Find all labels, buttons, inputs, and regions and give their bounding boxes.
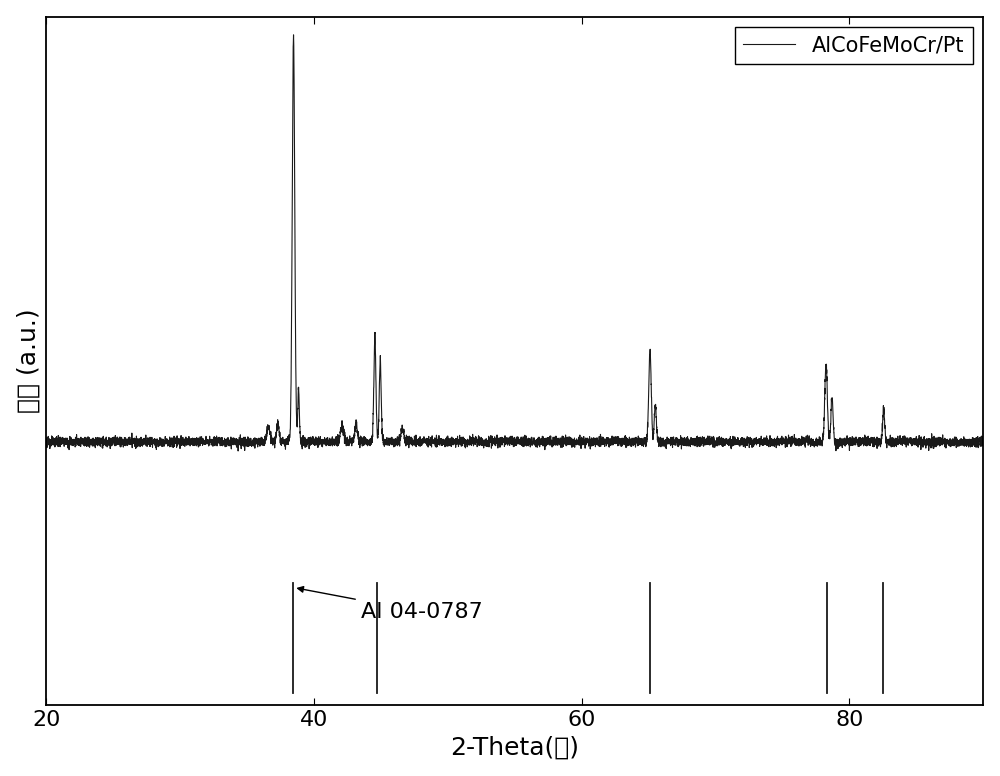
Legend: AlCoFeMoCr/Pt: AlCoFeMoCr/Pt bbox=[735, 27, 973, 64]
AlCoFeMoCr/Pt bbox=[232, 446, 244, 456]
AlCoFeMoCr/Pt bbox=[40, 440, 52, 449]
AlCoFeMoCr/Pt bbox=[595, 438, 607, 447]
X-axis label: 2-Theta(度): 2-Theta(度) bbox=[450, 736, 579, 760]
Line: AlCoFeMoCr/Pt: AlCoFeMoCr/Pt bbox=[46, 35, 983, 451]
Y-axis label: 强度 (a.u.): 强度 (a.u.) bbox=[17, 309, 41, 413]
AlCoFeMoCr/Pt bbox=[636, 438, 648, 448]
AlCoFeMoCr/Pt bbox=[735, 434, 747, 443]
AlCoFeMoCr/Pt bbox=[785, 435, 797, 445]
AlCoFeMoCr/Pt bbox=[87, 438, 99, 448]
AlCoFeMoCr/Pt bbox=[977, 435, 989, 444]
Text: Al 04-0787: Al 04-0787 bbox=[298, 587, 483, 622]
AlCoFeMoCr/Pt bbox=[288, 30, 300, 40]
AlCoFeMoCr/Pt bbox=[380, 436, 392, 445]
